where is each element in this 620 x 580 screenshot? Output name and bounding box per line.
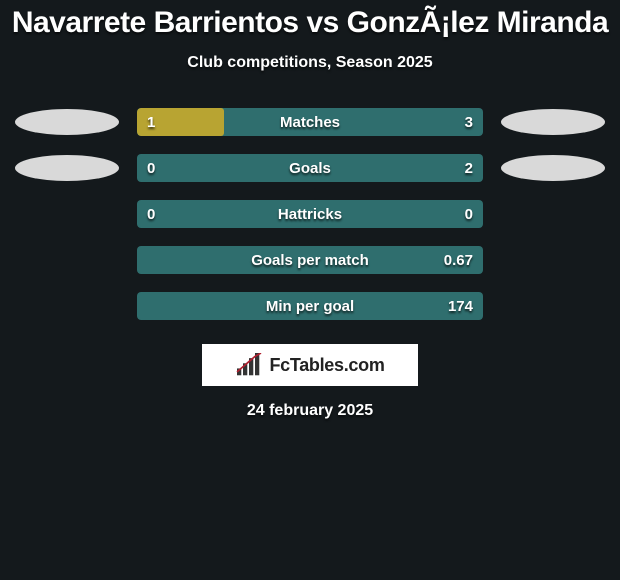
stat-label: Goals per match (137, 246, 483, 274)
subtitle: Club competitions, Season 2025 (0, 54, 620, 72)
page-title: Navarrete Barrientos vs GonzÃ¡lez Mirand… (0, 0, 620, 40)
spacer (15, 247, 119, 273)
spacer (15, 293, 119, 319)
stat-row: Min per goal174 (0, 292, 620, 320)
spacer (501, 201, 605, 227)
team-left-marker (15, 109, 119, 135)
stat-bar: 0Goals2 (137, 154, 483, 182)
brand-chart-icon (235, 353, 263, 377)
team-right-marker (501, 109, 605, 135)
stat-row: 0Goals2 (0, 154, 620, 182)
stat-right-value: 2 (465, 154, 473, 182)
stat-right-value: 3 (465, 108, 473, 136)
spacer (15, 201, 119, 227)
stat-row: 1Matches3 (0, 108, 620, 136)
stat-label: Hattricks (137, 200, 483, 228)
team-left-marker (15, 155, 119, 181)
date-text: 24 february 2025 (0, 402, 620, 420)
stat-row: Goals per match0.67 (0, 246, 620, 274)
team-right-marker (501, 155, 605, 181)
stat-label: Min per goal (137, 292, 483, 320)
stat-bar: Goals per match0.67 (137, 246, 483, 274)
stat-bar: 0Hattricks0 (137, 200, 483, 228)
brand-badge: FcTables.com (202, 344, 418, 386)
stat-right-value: 0.67 (444, 246, 473, 274)
stat-label: Goals (137, 154, 483, 182)
stat-bar: 1Matches3 (137, 108, 483, 136)
spacer (501, 247, 605, 273)
stat-label: Matches (137, 108, 483, 136)
stat-right-value: 174 (448, 292, 473, 320)
stat-row: 0Hattricks0 (0, 200, 620, 228)
stat-bar: Min per goal174 (137, 292, 483, 320)
comparison-bars: 1Matches30Goals20Hattricks0Goals per mat… (0, 108, 620, 320)
brand-text: FcTables.com (269, 355, 384, 376)
stat-right-value: 0 (465, 200, 473, 228)
spacer (501, 293, 605, 319)
